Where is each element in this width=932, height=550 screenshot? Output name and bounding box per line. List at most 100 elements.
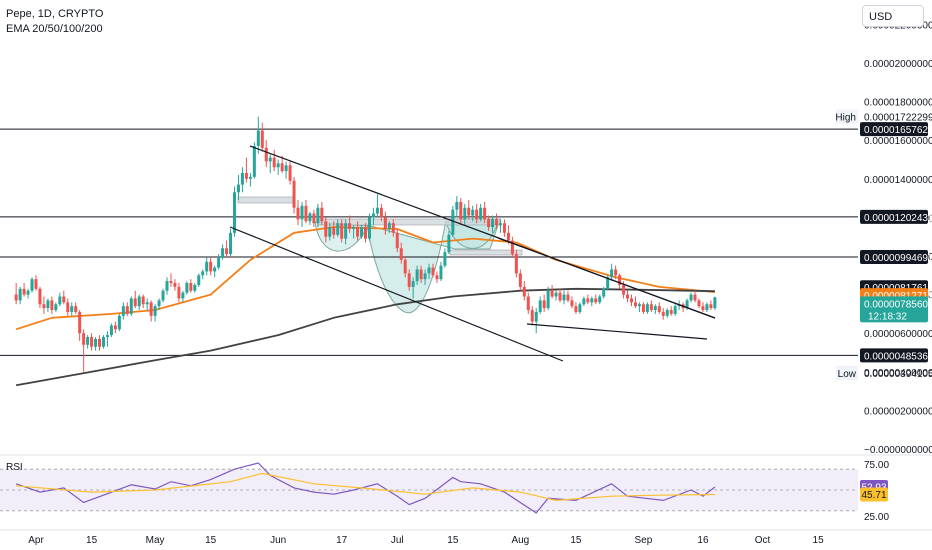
candle-body bbox=[407, 273, 411, 287]
candle-body bbox=[570, 300, 574, 307]
time-tick-label: 16 bbox=[697, 535, 709, 546]
time-tick-label: Apr bbox=[28, 535, 44, 546]
candle-body bbox=[181, 292, 185, 299]
candle-body bbox=[510, 240, 514, 255]
candle-body bbox=[419, 269, 423, 280]
candle-body bbox=[336, 223, 340, 235]
candle-body bbox=[66, 302, 70, 312]
candle-body bbox=[125, 306, 129, 314]
candle-body bbox=[284, 165, 288, 172]
candle-body bbox=[70, 306, 74, 312]
candle-body bbox=[352, 227, 356, 229]
candle-body bbox=[399, 248, 403, 260]
candle-body bbox=[98, 338, 102, 347]
candle-body bbox=[149, 302, 153, 316]
time-axis[interactable]: Apr 15 May 15 Jun 17 Jul 15 Aug 15 Sep 16 Oct 15 bbox=[28, 535, 824, 546]
candle-body bbox=[121, 306, 125, 316]
candle-body bbox=[491, 219, 495, 228]
candle-body bbox=[205, 261, 209, 272]
candle-body bbox=[530, 310, 534, 322]
candle-body bbox=[657, 306, 661, 312]
candle-body bbox=[637, 304, 641, 307]
candle-body bbox=[403, 259, 407, 274]
price-badge: 0.000009946974 bbox=[860, 250, 932, 265]
candle-body bbox=[189, 283, 193, 291]
candle-body bbox=[268, 157, 272, 162]
candle-body bbox=[233, 192, 236, 233]
candle-body bbox=[582, 298, 586, 305]
candle-body bbox=[689, 294, 693, 301]
rsi-ma-badge-text: 45.71 bbox=[861, 490, 886, 501]
candle-body bbox=[46, 300, 50, 309]
rsi-ma-badge: 45.71 bbox=[860, 487, 888, 502]
time-tick-label: Jul bbox=[391, 535, 404, 546]
candle-body bbox=[697, 300, 701, 307]
rsi-line bbox=[15, 462, 716, 514]
candle-body bbox=[14, 294, 18, 301]
time-tick-label: 15 bbox=[570, 535, 582, 546]
candle-body bbox=[383, 217, 387, 229]
rsi-tick-label: 75.00 bbox=[864, 460, 889, 471]
candle-body bbox=[602, 288, 606, 297]
candle-body bbox=[173, 283, 177, 287]
candle-body bbox=[649, 304, 653, 311]
candle-body bbox=[260, 130, 264, 148]
candle-body bbox=[614, 269, 618, 276]
price-tick-label: 0.000020000000 bbox=[864, 59, 932, 70]
candle-body bbox=[435, 275, 439, 280]
price-badge-tag: Low bbox=[838, 369, 857, 380]
price-badge-bg bbox=[860, 348, 928, 363]
candle-body bbox=[375, 207, 379, 214]
candle-body bbox=[391, 223, 395, 233]
candle-body bbox=[316, 207, 320, 224]
candle-body bbox=[145, 302, 149, 305]
candle-body bbox=[471, 209, 475, 216]
candle-body bbox=[558, 292, 562, 301]
candle-body bbox=[62, 296, 66, 303]
candle-body bbox=[506, 232, 510, 241]
indicator-title[interactable]: EMA 20/50/100/200 bbox=[6, 23, 103, 35]
candle-body bbox=[542, 300, 546, 309]
chart-legend: Pepe, 1D, CRYPTO EMA 20/50/100/200 bbox=[6, 7, 103, 37]
rsi-title: RSI bbox=[6, 462, 23, 473]
candle-body bbox=[364, 227, 368, 239]
time-tick-label: Oct bbox=[755, 535, 771, 546]
price-badge-value: 0.000017222992 bbox=[864, 113, 932, 124]
candle-body bbox=[371, 213, 375, 218]
candle-body bbox=[50, 300, 54, 311]
candle-body bbox=[550, 290, 554, 297]
candle-body bbox=[264, 147, 268, 162]
candle-body bbox=[483, 207, 487, 220]
candle-body bbox=[705, 304, 709, 311]
time-tick-label: May bbox=[146, 535, 165, 546]
candle-body bbox=[129, 298, 133, 314]
ema-200-line bbox=[15, 287, 715, 387]
price-badge: Low 0.000003941054 bbox=[836, 365, 932, 380]
candle-body bbox=[30, 279, 34, 291]
candle-body bbox=[161, 290, 165, 301]
candle-body bbox=[467, 207, 471, 216]
candle-body bbox=[475, 209, 479, 220]
candle-body bbox=[169, 281, 173, 284]
candle-body bbox=[201, 271, 205, 276]
candle-body bbox=[590, 298, 594, 303]
candle-body bbox=[82, 333, 86, 345]
price-badge-bg bbox=[860, 122, 928, 137]
candle-body bbox=[502, 223, 506, 233]
currency-button[interactable]: USD bbox=[862, 5, 924, 27]
price-axis[interactable]: 0.0000220000000.0000200000000.0000180000… bbox=[864, 20, 932, 523]
candle-body bbox=[387, 223, 391, 229]
candle-body bbox=[22, 288, 26, 295]
resistance-box bbox=[237, 196, 294, 204]
time-tick-label: 15 bbox=[86, 535, 98, 546]
candle-body bbox=[431, 267, 435, 276]
candle-body bbox=[411, 281, 415, 287]
price-badge-tag-bg bbox=[836, 109, 858, 124]
channel-lower-line bbox=[229, 226, 564, 362]
trendline-drawings bbox=[229, 145, 716, 362]
candle-body bbox=[296, 207, 300, 220]
symbol-title[interactable]: Pepe, 1D, CRYPTO bbox=[6, 8, 104, 20]
candle-body bbox=[94, 338, 98, 347]
ema-lines bbox=[15, 226, 715, 387]
